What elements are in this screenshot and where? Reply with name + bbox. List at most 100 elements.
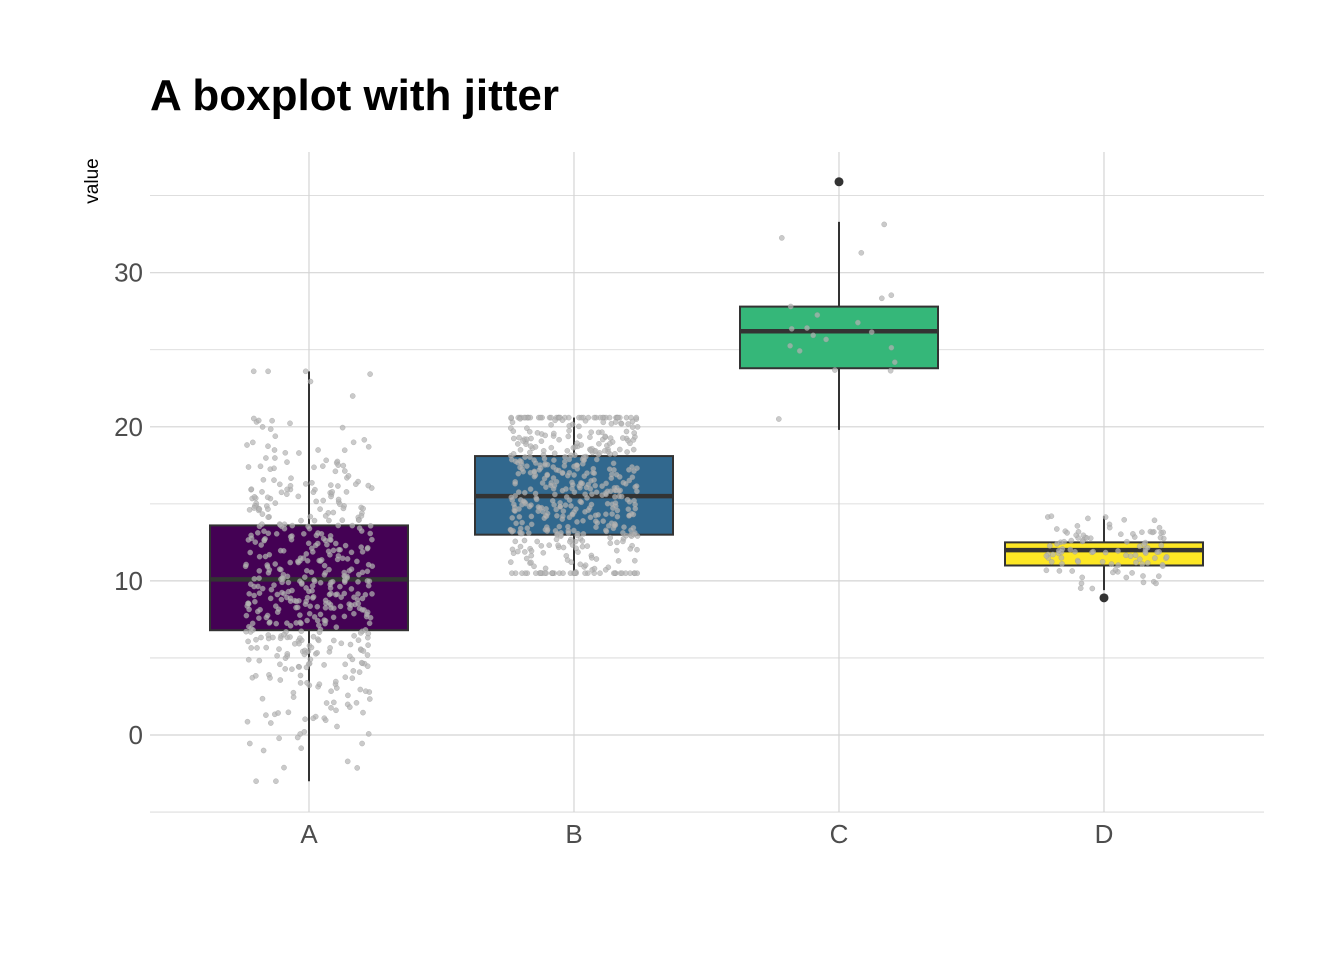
jitter-point: [289, 533, 295, 539]
jitter-point: [627, 545, 634, 552]
jitter-point: [331, 605, 337, 612]
jitter-point: [538, 438, 545, 445]
x-tick-label: A: [300, 819, 318, 849]
jitter-point: [631, 430, 638, 436]
jitter-point: [585, 414, 592, 421]
jitter-point: [333, 707, 339, 714]
jitter-point: [365, 731, 372, 737]
jitter-point: [597, 570, 603, 577]
jitter-point: [341, 569, 348, 576]
jitter-point: [528, 513, 535, 520]
jitter-point: [274, 652, 280, 659]
jitter-point: [1139, 529, 1145, 536]
jitter-point: [591, 565, 598, 572]
jitter-point: [539, 508, 546, 515]
jitter-point: [587, 434, 593, 441]
jitter-point: [1123, 574, 1130, 581]
jitter-point: [522, 454, 528, 460]
jitter-point: [629, 418, 636, 425]
jitter-point: [311, 517, 318, 524]
jitter-point: [279, 589, 285, 596]
jitter-point: [365, 561, 372, 568]
grid-lines: [150, 152, 1264, 813]
jitter-point: [313, 498, 320, 505]
jitter-point: [259, 585, 266, 592]
jitter-point: [614, 513, 621, 520]
jitter-point: [551, 450, 558, 457]
jitter-point: [243, 612, 250, 619]
jitter-point: [285, 709, 292, 716]
jitter-point: [1050, 551, 1056, 558]
jitter-point: [246, 606, 252, 613]
jitter-point: [350, 668, 357, 674]
jitter-point: [1074, 523, 1081, 529]
jitter-point: [621, 524, 627, 530]
jitter-point: [878, 295, 885, 302]
jitter-point: [810, 332, 817, 339]
jitter-point: [288, 475, 294, 482]
jitter-point: [278, 489, 285, 496]
jitter-point: [544, 472, 551, 479]
jitter-point: [603, 491, 609, 498]
jitter-point: [367, 530, 374, 537]
jitter-point: [358, 528, 365, 534]
jitter-point: [349, 656, 356, 663]
jitter-point: [249, 439, 256, 446]
jitter-point: [269, 417, 275, 424]
jitter-point: [515, 489, 522, 495]
jitter-point: [317, 579, 324, 586]
jitter-point: [628, 527, 634, 533]
jitter-point: [330, 699, 337, 706]
jitter-point: [367, 614, 374, 621]
jitter-point: [341, 468, 348, 474]
jitter-point: [364, 568, 371, 575]
jitter-point: [634, 465, 640, 472]
jitter-point: [569, 481, 576, 488]
jitter-point: [354, 558, 360, 565]
jitter-point: [271, 582, 277, 588]
jitter-point: [321, 571, 328, 578]
jitter-point: [259, 511, 266, 517]
jitter-point: [367, 522, 374, 529]
jitter-point: [359, 740, 365, 747]
jitter-point: [571, 472, 577, 478]
jitter-point: [592, 448, 599, 454]
jitter-point: [526, 428, 533, 435]
jitter-point: [344, 575, 350, 581]
jitter-point: [311, 464, 317, 471]
jitter-point: [1133, 559, 1139, 566]
jitter-point: [293, 604, 299, 611]
jitter-point: [510, 428, 517, 435]
jitter-point: [273, 620, 280, 627]
jitter-point: [297, 578, 303, 585]
jitter-point: [1067, 546, 1074, 553]
jitter-point: [602, 566, 609, 573]
jitter-point: [330, 637, 337, 644]
jitter-point: [333, 624, 340, 630]
jitter-point: [542, 570, 548, 577]
jitter-point: [256, 590, 263, 597]
jitter-point: [512, 480, 518, 487]
jitter-point: [788, 325, 795, 332]
jitter-point: [317, 558, 324, 564]
jitter-point: [516, 506, 522, 512]
jitter-point: [603, 511, 609, 518]
jitter-point: [309, 479, 315, 486]
jitter-point: [507, 559, 514, 565]
jitter-point: [532, 460, 539, 466]
jitter-point: [350, 439, 357, 446]
jitter-point: [541, 515, 548, 522]
jitter-point: [600, 419, 607, 426]
jitter-point: [285, 588, 292, 595]
jitter-point: [1139, 561, 1146, 567]
jitter-point: [1106, 524, 1113, 531]
jitter-point: [1054, 540, 1060, 547]
jitter-point: [610, 570, 617, 577]
jitter-point: [552, 491, 558, 498]
jitter-point: [346, 601, 353, 607]
jitter-point: [613, 471, 620, 478]
jitter-point: [1079, 574, 1086, 581]
jitter-point: [277, 635, 284, 642]
jitter-point: [560, 508, 567, 514]
